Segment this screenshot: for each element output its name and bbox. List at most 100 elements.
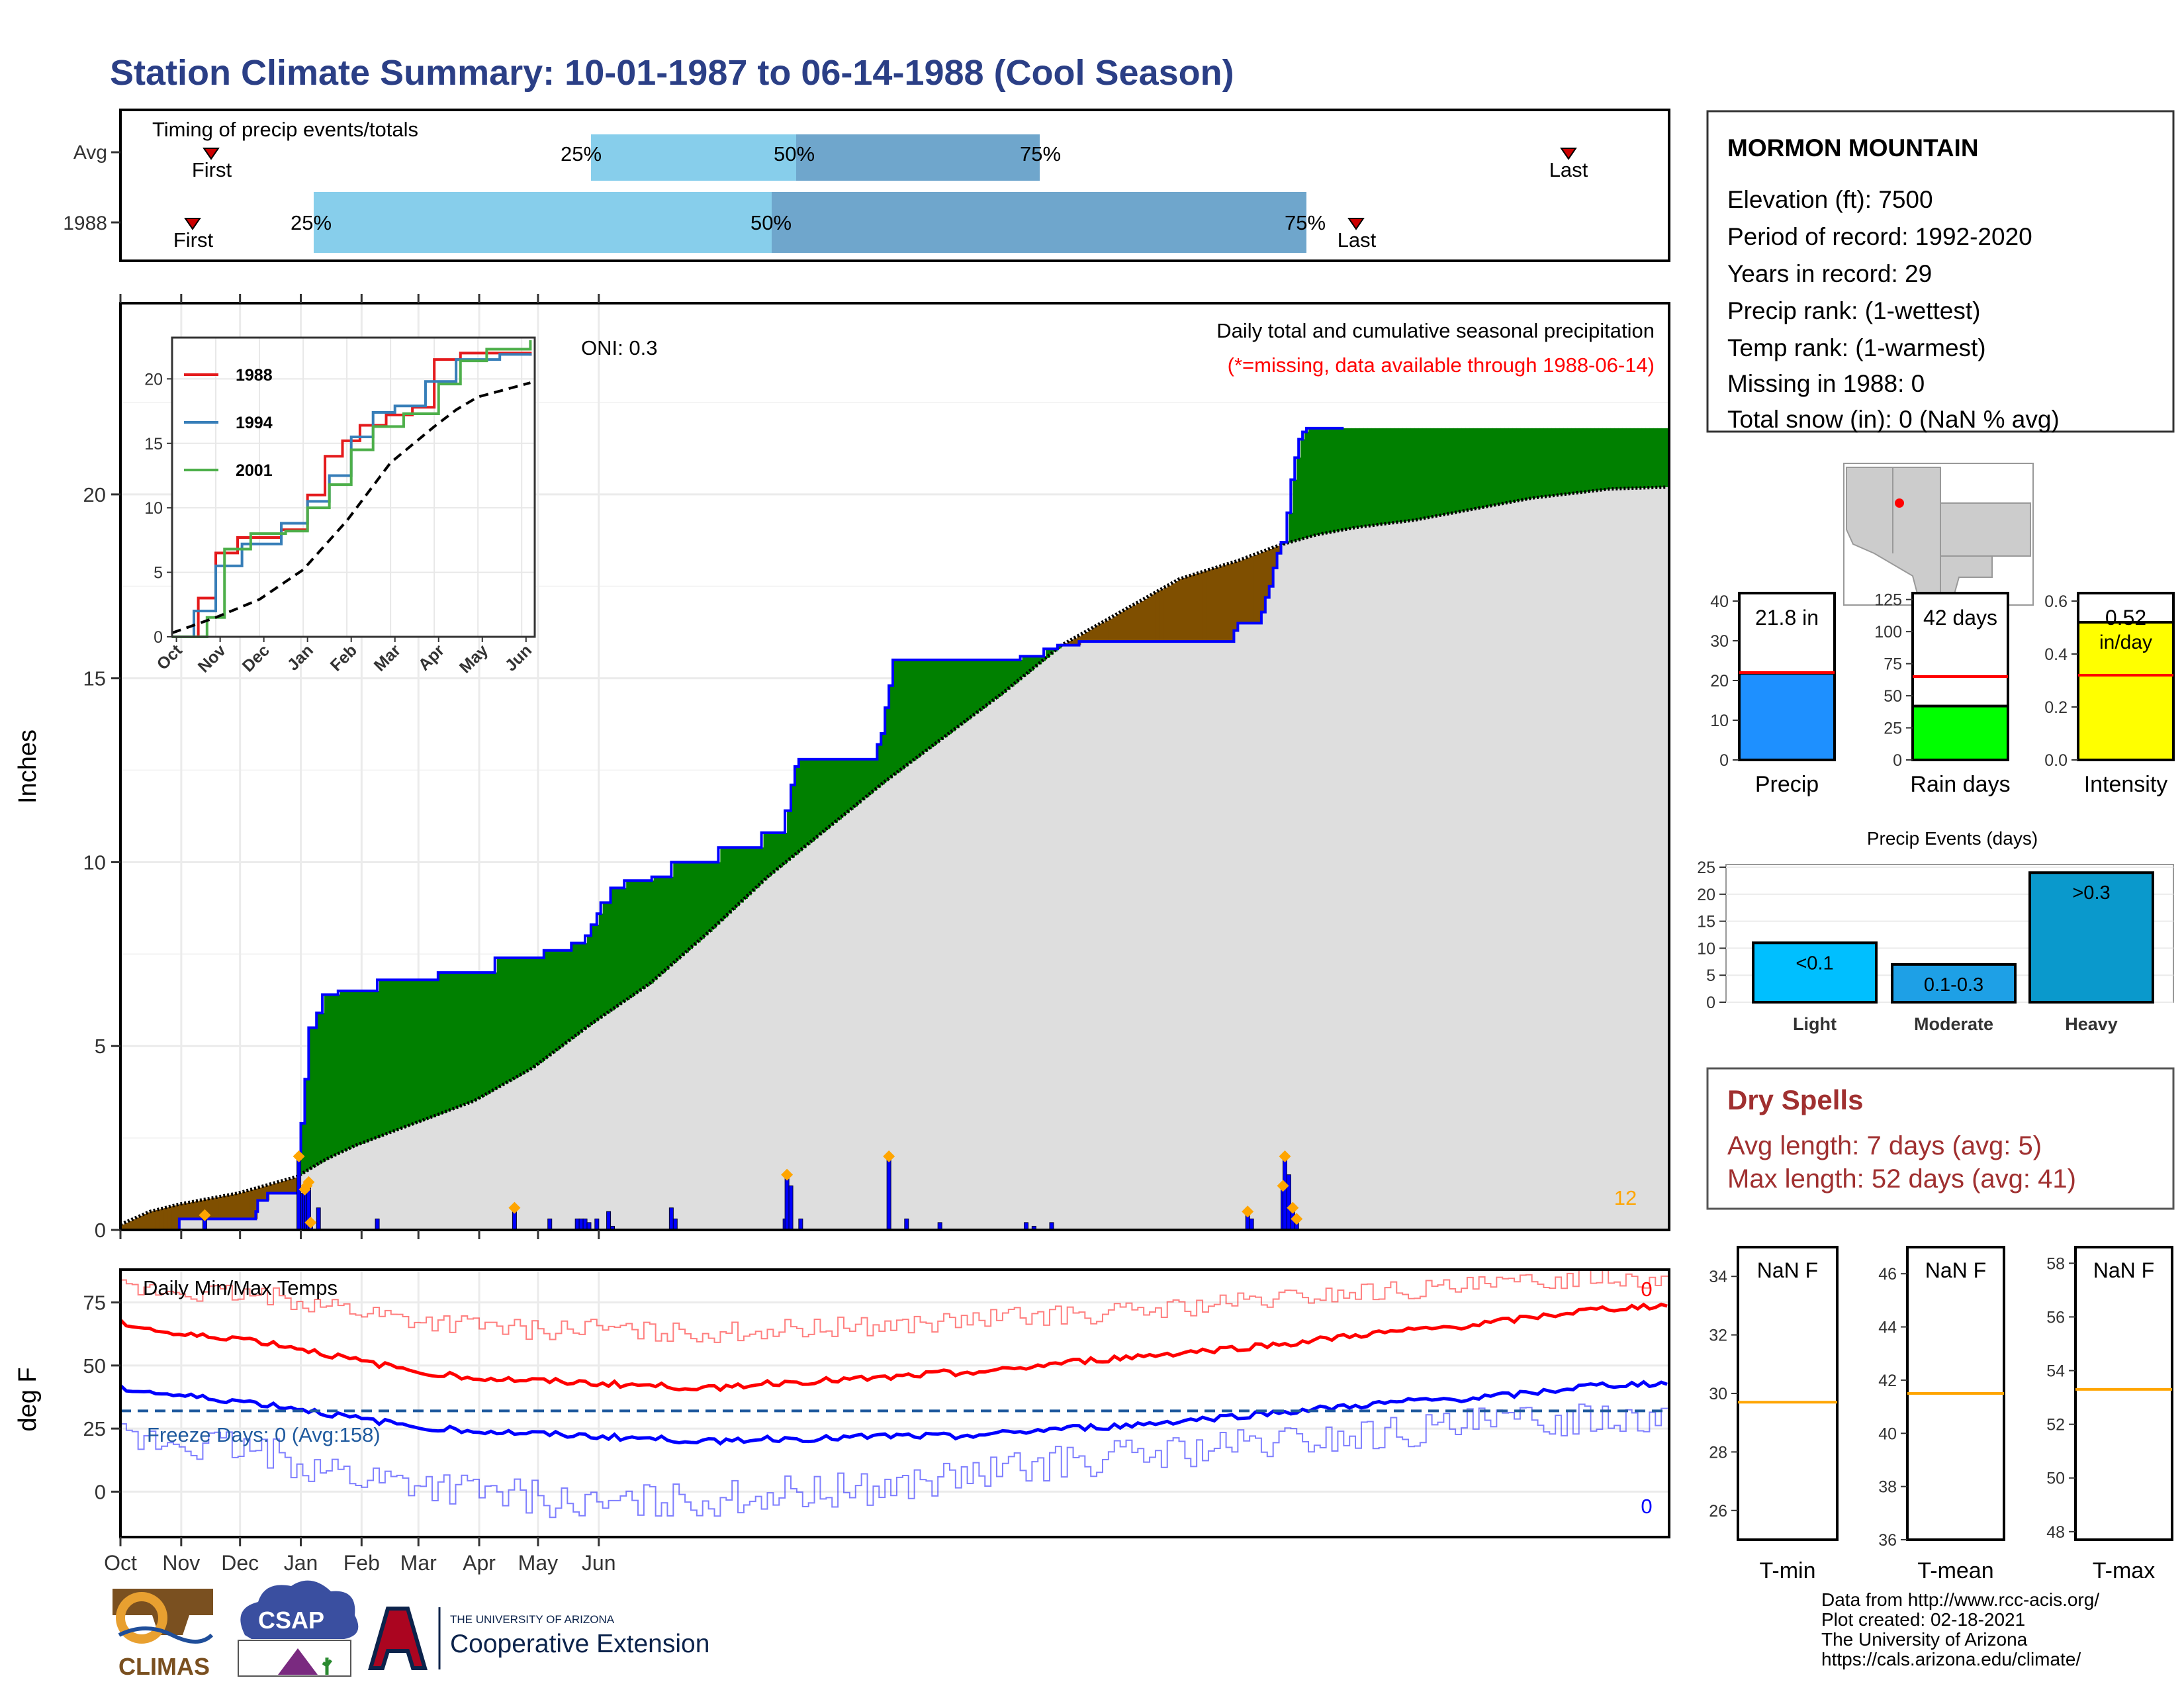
avg-cumulative-fill [1508, 502, 1513, 1230]
surplus-fill [1441, 428, 1446, 515]
surplus-fill [665, 876, 670, 970]
avg-cumulative-fill [1410, 520, 1415, 1230]
avg-cumulative-fill [1375, 525, 1380, 1230]
temp-x-tick-label: Nov [162, 1551, 200, 1575]
deficit-fill [136, 1217, 141, 1230]
avg-cumulative-fill [704, 935, 709, 1230]
avg-cumulative-fill [783, 864, 788, 1230]
avg-cumulative-fill [1116, 641, 1121, 1230]
surplus-fill [657, 876, 662, 977]
surplus-fill [1629, 428, 1635, 489]
surplus-fill [1480, 428, 1486, 508]
avg-cumulative-fill [826, 829, 831, 1230]
avg-cumulative-fill [1050, 655, 1054, 1230]
avg-cumulative-fill [1633, 488, 1639, 1230]
temp-box-value: NaN F [1757, 1258, 1818, 1282]
surplus-fill [1520, 428, 1525, 500]
avg-cumulative-fill [610, 1010, 615, 1230]
avg-cumulative-fill [1582, 492, 1588, 1230]
avg-cumulative-fill [1187, 641, 1191, 1230]
avg-cumulative-fill [1257, 623, 1262, 1230]
events-bar-light [1752, 941, 1878, 1004]
surplus-fill [1038, 656, 1042, 665]
surplus-fill [500, 957, 506, 1086]
temp-title: Daily Min/Max Temps [143, 1276, 338, 1299]
surplus-fill [1336, 428, 1340, 532]
surplus-fill [1594, 428, 1599, 491]
deficit-fill [1108, 618, 1113, 642]
deficit-fill [218, 1197, 223, 1219]
temp-box-tick-label: 56 [2046, 1308, 2065, 1327]
avg-cumulative-fill [1379, 524, 1384, 1230]
daily-precip-marker [199, 1209, 211, 1221]
surplus-fill [1586, 428, 1592, 492]
surplus-fill [834, 759, 839, 823]
avg-cumulative-fill [1477, 508, 1482, 1230]
inset-y-tick-label: 15 [144, 435, 163, 453]
avg-cumulative-fill [896, 772, 901, 1230]
surplus-fill [524, 957, 529, 1073]
surplus-fill [1340, 428, 1344, 531]
surplus-fill [492, 972, 498, 1090]
surplus-fill [383, 980, 388, 1135]
surplus-fill [336, 994, 341, 1155]
surplus-fill [1645, 428, 1650, 488]
deficit-fill [171, 1206, 176, 1230]
surplus-fill [822, 759, 827, 833]
avg-cumulative-fill [1155, 641, 1160, 1230]
deficit-fill [152, 1211, 156, 1230]
avg-cumulative-fill [1112, 641, 1117, 1230]
avg-cumulative-fill [963, 722, 968, 1230]
avg-cumulative-fill [579, 1033, 584, 1230]
precip-events-chart: Precip Events (days) <0.1 Light 0.1-0.3 Mod… [1697, 828, 2174, 1034]
avg-cumulative-fill [845, 813, 850, 1230]
avg-cumulative-fill [1214, 641, 1219, 1230]
surplus-fill [1625, 428, 1631, 489]
summary-bar-tick-label: 0.4 [2044, 645, 2068, 664]
surplus-fill [873, 759, 878, 791]
avg-cumulative-fill [853, 806, 858, 1230]
events-bar-label: >0.3 [2072, 882, 2110, 904]
surplus-fill [312, 1027, 317, 1168]
deficit-fill [1089, 630, 1093, 642]
avg-cumulative-fill [437, 1114, 443, 1230]
avg-cumulative-fill [1183, 641, 1187, 1230]
avg-cumulative-fill [555, 1050, 561, 1230]
avg-cumulative-fill [1555, 495, 1560, 1230]
surplus-fill [924, 659, 929, 752]
avg-cumulative-fill [1527, 498, 1533, 1230]
surplus-fill [551, 950, 557, 1054]
inset-y-tick-label: 0 [154, 628, 163, 647]
surplus-fill [1665, 428, 1670, 487]
avg-cumulative-fill [720, 921, 725, 1230]
avg-cumulative-fill [1602, 489, 1607, 1230]
surplus-fill [1398, 428, 1403, 522]
avg-cumulative-fill [716, 924, 721, 1230]
inset-bg [172, 338, 535, 637]
deficit-fill [156, 1210, 160, 1230]
surplus-fill [681, 862, 686, 957]
avg-cumulative-fill [771, 873, 776, 1230]
surplus-fill [881, 733, 886, 785]
avg-cumulative-fill [253, 1219, 258, 1230]
daily-precip-bar [606, 1211, 612, 1231]
surplus-fill [630, 880, 635, 998]
inset-y-tick-label: 5 [154, 564, 163, 583]
station-line: Years in record: 29 [1727, 260, 1932, 287]
avg-cumulative-fill [1543, 496, 1548, 1230]
deficit-fill [187, 1202, 192, 1219]
avg-cumulative-fill [1574, 492, 1580, 1230]
deficit-fill [148, 1212, 152, 1230]
deficit-fill [242, 1192, 247, 1219]
temp-box-tick-label: 38 [1878, 1478, 1897, 1497]
avg-cumulative-fill [445, 1111, 451, 1230]
avg-cumulative-fill [1273, 568, 1278, 1230]
avg-cumulative-fill [916, 757, 921, 1230]
deficit-fill [1187, 576, 1191, 642]
surplus-fill [669, 876, 674, 966]
surplus-fill [995, 659, 999, 699]
daily-precip-bars [199, 1150, 1303, 1231]
surplus-fill [363, 990, 368, 1143]
dry-spells-max: Max length: 52 days (avg: 41) [1727, 1164, 2076, 1194]
avg-cumulative-fill [1398, 522, 1403, 1230]
